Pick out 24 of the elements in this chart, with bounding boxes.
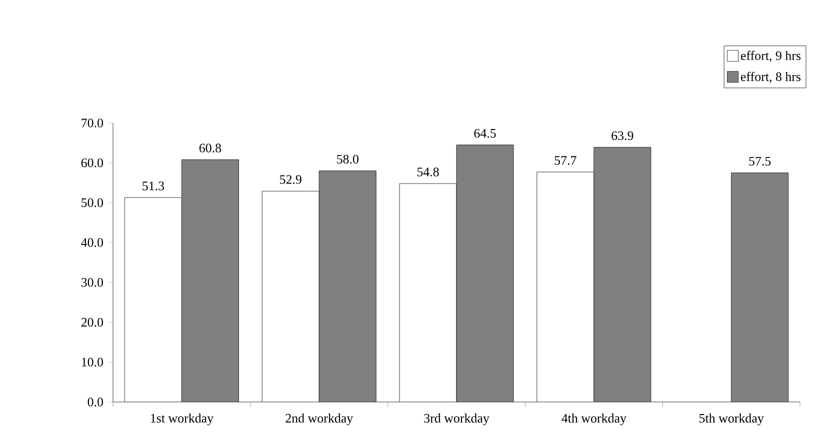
data-label: 64.5 [474,128,496,138]
y-tick-label: 10.0 [82,358,103,367]
x-tick-label: 1st workday [151,414,214,426]
y-tick-label: 50.0 [82,198,103,208]
y-tick-label: 70.0 [82,118,103,128]
x-tick-label: 2nd workday [286,414,354,426]
data-label: 57.5 [749,156,771,166]
x-tick-label: 4th workday [562,414,626,426]
data-label: 54.8 [417,168,439,176]
y-tick-label: 40.0 [81,238,103,247]
y-tick-label: 60.0 [81,158,103,168]
legend-label: effort, 8 hrs [740,72,801,83]
data-label: 58.0 [337,154,358,164]
y-tick-label: 0.0 [88,398,103,406]
data-label: 57.7 [554,156,576,165]
y-tick-label: 30.0 [81,278,103,287]
legend-label: effort, 9 hrs [740,50,801,62]
data-label: 63.9 [612,131,634,140]
x-tick-label: 3rd workday [424,414,490,426]
x-tick-label: 5th workday [700,414,764,426]
data-label: 60.8 [199,144,222,152]
data-label: 52.9 [280,175,302,184]
data-label: 51.3 [142,182,164,190]
y-tick-label: 20.0 [81,318,103,327]
